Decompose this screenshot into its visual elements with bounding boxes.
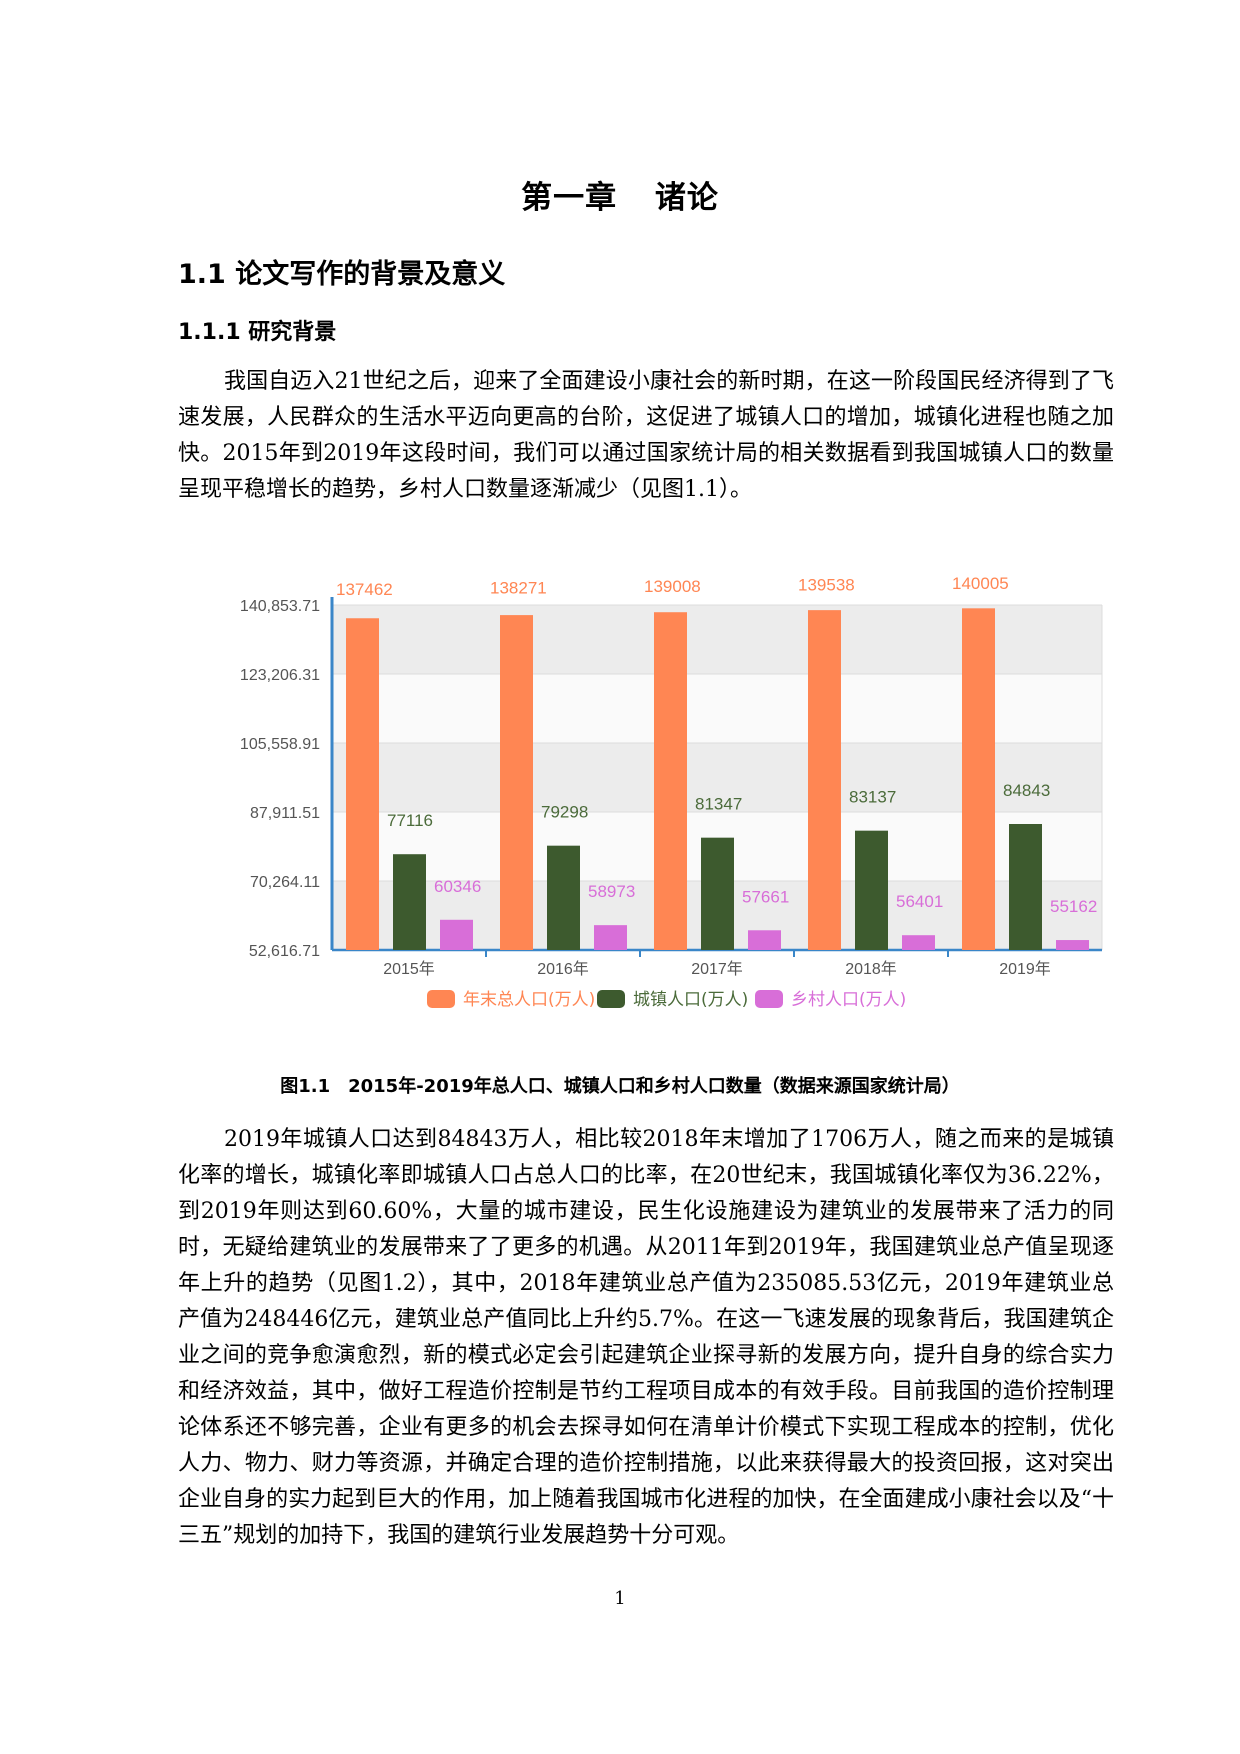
bar (962, 608, 995, 950)
legend-swatch (755, 990, 783, 1008)
bar (701, 837, 734, 950)
figure-caption: 图1.1 2015年-2019年总人口、城镇人口和乡村人口数量（数据来源国家统计… (280, 1076, 960, 1097)
legend-label: 城镇人口(万人) (633, 990, 748, 1010)
y-tick-label: 123,206.31 (240, 667, 320, 684)
y-tick-label: 140,853.71 (240, 598, 320, 615)
legend-label: 年末总人口(万人) (463, 990, 595, 1010)
data-label: 77116 (387, 811, 433, 830)
bar (1009, 823, 1042, 950)
paragraph-2: 2019年城镇人口达到84843万人，相比较2018年末增加了1706万人，随之… (178, 1127, 1114, 1548)
section-title: 1.1 论文写作的背景及意义 (178, 259, 506, 290)
data-label: 57661 (742, 887, 789, 906)
data-label: 139008 (644, 577, 701, 596)
data-label: 83137 (849, 788, 896, 807)
bar (500, 615, 533, 950)
y-tick-label: 70,264.11 (250, 874, 320, 891)
data-label: 60346 (434, 877, 481, 896)
x-tick-label: 2016年 (537, 960, 589, 978)
x-tick-label: 2015年 (383, 960, 435, 978)
bar (748, 930, 781, 950)
bar (808, 610, 841, 950)
bar (1056, 940, 1089, 950)
paragraph-1: 我国自迈入21世纪之后，迎来了全面建设小康社会的新时期，在这一阶段国民经济得到了… (178, 369, 1114, 502)
data-label: 140005 (952, 574, 1009, 593)
bar (902, 935, 935, 950)
data-label: 138271 (490, 579, 547, 598)
data-label: 55162 (1050, 897, 1097, 916)
bar (654, 612, 687, 950)
data-label: 58973 (588, 882, 635, 901)
data-label: 81347 (695, 795, 742, 814)
population-bar-chart: 52,616.71 70,264.11 87,911.51 105,558.91 123… (240, 574, 1103, 1010)
x-tick-label: 2017年 (691, 960, 743, 978)
legend-swatch (427, 990, 455, 1008)
legend-swatch (597, 990, 625, 1008)
bar (346, 618, 379, 950)
x-tick-label: 2018年 (845, 960, 897, 978)
page-number: 1 (614, 1588, 626, 1609)
data-label: 139538 (798, 576, 855, 595)
bar (440, 919, 473, 950)
y-tick-label: 105,558.91 (240, 736, 320, 753)
bar (393, 854, 426, 950)
chapter-title: 第一章 诸论 (521, 180, 719, 216)
data-label: 137462 (336, 580, 393, 599)
bar (547, 845, 580, 950)
bar (855, 830, 888, 950)
subsection-title: 1.1.1 研究背景 (178, 320, 337, 345)
data-label: 84843 (1003, 781, 1050, 800)
legend-label: 乡村人口(万人) (791, 990, 906, 1010)
data-label: 56401 (896, 892, 943, 911)
x-tick-label: 2019年 (999, 960, 1051, 978)
bar (594, 925, 627, 950)
y-tick-label: 52,616.71 (249, 943, 320, 960)
data-label: 79298 (541, 803, 588, 822)
y-tick-label: 87,911.51 (250, 805, 320, 822)
